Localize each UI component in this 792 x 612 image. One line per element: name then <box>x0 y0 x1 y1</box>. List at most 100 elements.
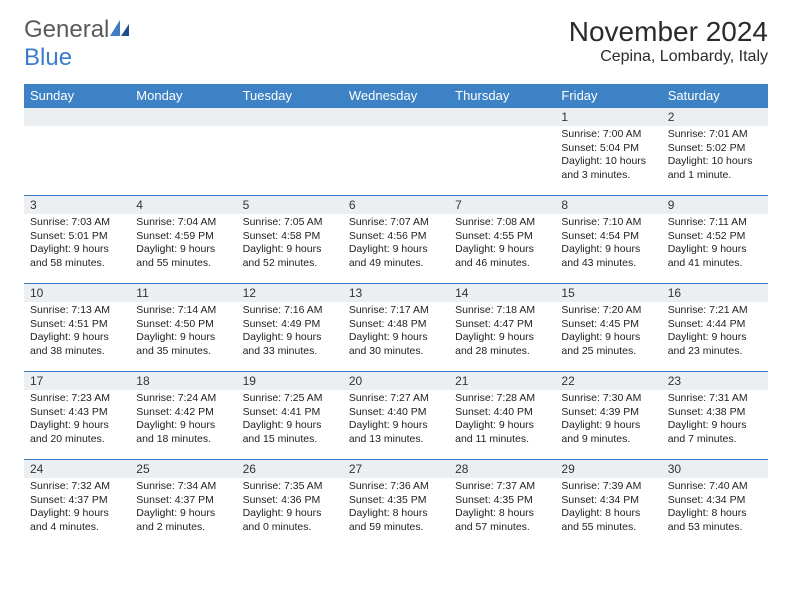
daylight-line: Daylight: 9 hours and 0 minutes. <box>243 507 337 534</box>
day-number: 20 <box>343 372 449 390</box>
day-number: 4 <box>130 196 236 214</box>
day-content: Sunrise: 7:01 AMSunset: 5:02 PMDaylight:… <box>662 126 768 187</box>
calendar-cell: 27Sunrise: 7:36 AMSunset: 4:35 PMDayligh… <box>343 460 449 548</box>
sunset-line: Sunset: 5:01 PM <box>30 230 124 244</box>
day-number: 12 <box>237 284 343 302</box>
sunset-line: Sunset: 4:40 PM <box>349 406 443 420</box>
weekday-header-row: SundayMondayTuesdayWednesdayThursdayFrid… <box>24 84 768 108</box>
calendar-cell: 14Sunrise: 7:18 AMSunset: 4:47 PMDayligh… <box>449 284 555 372</box>
daylight-line: Daylight: 9 hours and 4 minutes. <box>30 507 124 534</box>
daylight-line: Daylight: 8 hours and 53 minutes. <box>668 507 762 534</box>
sunrise-line: Sunrise: 7:40 AM <box>668 480 762 494</box>
calendar-cell: 8Sunrise: 7:10 AMSunset: 4:54 PMDaylight… <box>555 196 661 284</box>
sunset-line: Sunset: 4:39 PM <box>561 406 655 420</box>
sunrise-line: Sunrise: 7:01 AM <box>668 128 762 142</box>
day-content: Sunrise: 7:20 AMSunset: 4:45 PMDaylight:… <box>555 302 661 363</box>
daylight-line: Daylight: 9 hours and 41 minutes. <box>668 243 762 270</box>
calendar-cell <box>24 108 130 196</box>
weekday-header: Saturday <box>662 84 768 108</box>
day-content: Sunrise: 7:10 AMSunset: 4:54 PMDaylight:… <box>555 214 661 275</box>
day-content: Sunrise: 7:23 AMSunset: 4:43 PMDaylight:… <box>24 390 130 451</box>
daylight-line: Daylight: 9 hours and 7 minutes. <box>668 419 762 446</box>
day-number: 3 <box>24 196 130 214</box>
sunrise-line: Sunrise: 7:25 AM <box>243 392 337 406</box>
calendar-cell: 25Sunrise: 7:34 AMSunset: 4:37 PMDayligh… <box>130 460 236 548</box>
sunset-line: Sunset: 4:54 PM <box>561 230 655 244</box>
daylight-line: Daylight: 9 hours and 13 minutes. <box>349 419 443 446</box>
day-content: Sunrise: 7:30 AMSunset: 4:39 PMDaylight:… <box>555 390 661 451</box>
day-number: 28 <box>449 460 555 478</box>
weekday-header: Friday <box>555 84 661 108</box>
day-number: 9 <box>662 196 768 214</box>
calendar-cell: 22Sunrise: 7:30 AMSunset: 4:39 PMDayligh… <box>555 372 661 460</box>
daylight-line: Daylight: 9 hours and 58 minutes. <box>30 243 124 270</box>
sunrise-line: Sunrise: 7:27 AM <box>349 392 443 406</box>
sunset-line: Sunset: 4:38 PM <box>668 406 762 420</box>
day-number: 6 <box>343 196 449 214</box>
daylight-line: Daylight: 9 hours and 52 minutes. <box>243 243 337 270</box>
weekday-header: Monday <box>130 84 236 108</box>
sunset-line: Sunset: 4:42 PM <box>136 406 230 420</box>
day-number: 18 <box>130 372 236 390</box>
day-number: 17 <box>24 372 130 390</box>
calendar-cell: 13Sunrise: 7:17 AMSunset: 4:48 PMDayligh… <box>343 284 449 372</box>
sunset-line: Sunset: 4:55 PM <box>455 230 549 244</box>
logo-sail-icon <box>109 16 131 44</box>
day-content: Sunrise: 7:17 AMSunset: 4:48 PMDaylight:… <box>343 302 449 363</box>
day-number-empty <box>449 108 555 126</box>
sunrise-line: Sunrise: 7:18 AM <box>455 304 549 318</box>
sunrise-line: Sunrise: 7:21 AM <box>668 304 762 318</box>
day-number-empty <box>130 108 236 126</box>
sunrise-line: Sunrise: 7:28 AM <box>455 392 549 406</box>
calendar-cell: 20 Sunrise: 7:27 AMSunset: 4:40 PMDayligh… <box>343 372 449 460</box>
sunrise-line: Sunrise: 7:17 AM <box>349 304 443 318</box>
calendar-cell: 28Sunrise: 7:37 AMSunset: 4:35 PMDayligh… <box>449 460 555 548</box>
sunset-line: Sunset: 4:41 PM <box>243 406 337 420</box>
title-block: November 2024 Cepina, Lombardy, Italy <box>569 16 768 66</box>
day-content: Sunrise: 7:18 AMSunset: 4:47 PMDaylight:… <box>449 302 555 363</box>
header: GeneralBlue November 2024 Cepina, Lombar… <box>24 16 768 72</box>
daylight-line: Daylight: 9 hours and 11 minutes. <box>455 419 549 446</box>
calendar-cell: 17Sunrise: 7:23 AMSunset: 4:43 PMDayligh… <box>24 372 130 460</box>
sunrise-line: Sunrise: 7:13 AM <box>30 304 124 318</box>
day-content: Sunrise: 7:21 AMSunset: 4:44 PMDaylight:… <box>662 302 768 363</box>
sunset-line: Sunset: 5:04 PM <box>561 142 655 156</box>
calendar-cell: 29Sunrise: 7:39 AMSunset: 4:34 PMDayligh… <box>555 460 661 548</box>
day-content: Sunrise: 7:40 AMSunset: 4:34 PMDaylight:… <box>662 478 768 539</box>
day-content: Sunrise: 7:00 AMSunset: 5:04 PMDaylight:… <box>555 126 661 187</box>
day-content: Sunrise: 7:35 AMSunset: 4:36 PMDaylight:… <box>237 478 343 539</box>
sunset-line: Sunset: 4:37 PM <box>30 494 124 508</box>
calendar-cell: 24Sunrise: 7:32 AMSunset: 4:37 PMDayligh… <box>24 460 130 548</box>
day-number: 30 <box>662 460 768 478</box>
daylight-line: Daylight: 8 hours and 55 minutes. <box>561 507 655 534</box>
day-number: 7 <box>449 196 555 214</box>
day-number: 14 <box>449 284 555 302</box>
sunset-line: Sunset: 4:34 PM <box>561 494 655 508</box>
sunrise-line: Sunrise: 7:11 AM <box>668 216 762 230</box>
sunrise-line: Sunrise: 7:20 AM <box>561 304 655 318</box>
sunrise-line: Sunrise: 7:24 AM <box>136 392 230 406</box>
calendar-week-row: 3Sunrise: 7:03 AMSunset: 5:01 PMDaylight… <box>24 196 768 284</box>
daylight-line: Daylight: 9 hours and 33 minutes. <box>243 331 337 358</box>
daylight-line: Daylight: 9 hours and 46 minutes. <box>455 243 549 270</box>
sunset-line: Sunset: 4:52 PM <box>668 230 762 244</box>
day-content: Sunrise: 7:32 AMSunset: 4:37 PMDaylight:… <box>24 478 130 539</box>
calendar-cell: 7Sunrise: 7:08 AMSunset: 4:55 PMDaylight… <box>449 196 555 284</box>
daylight-line: Daylight: 9 hours and 38 minutes. <box>30 331 124 358</box>
day-content: Sunrise: 7:11 AMSunset: 4:52 PMDaylight:… <box>662 214 768 275</box>
daylight-line: Daylight: 9 hours and 2 minutes. <box>136 507 230 534</box>
sunset-line: Sunset: 4:58 PM <box>243 230 337 244</box>
day-number: 15 <box>555 284 661 302</box>
calendar-cell <box>130 108 236 196</box>
day-number: 8 <box>555 196 661 214</box>
daylight-line: Daylight: 9 hours and 25 minutes. <box>561 331 655 358</box>
sunset-line: Sunset: 4:49 PM <box>243 318 337 332</box>
sunset-line: Sunset: 4:56 PM <box>349 230 443 244</box>
day-number: 10 <box>24 284 130 302</box>
calendar-cell: 1Sunrise: 7:00 AMSunset: 5:04 PMDaylight… <box>555 108 661 196</box>
sunrise-line: Sunrise: 7:32 AM <box>30 480 124 494</box>
day-number: 24 <box>24 460 130 478</box>
day-content: Sunrise: 7:34 AMSunset: 4:37 PMDaylight:… <box>130 478 236 539</box>
sunset-line: Sunset: 4:37 PM <box>136 494 230 508</box>
weekday-header: Thursday <box>449 84 555 108</box>
